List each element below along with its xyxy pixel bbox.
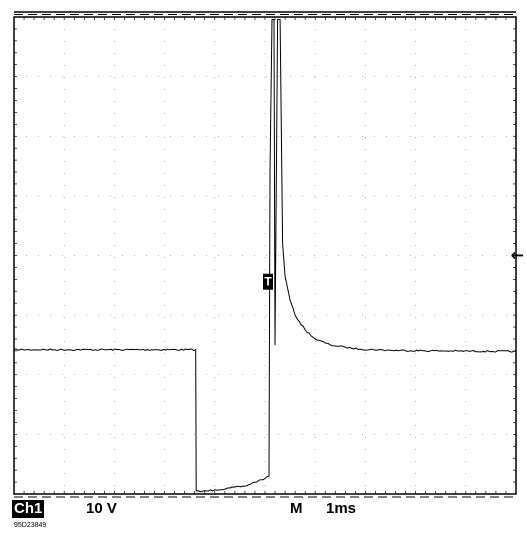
time-per-div-readout: 1ms: [326, 500, 357, 517]
plot-border: [13, 16, 517, 495]
screen-frame: [13, 11, 517, 498]
trigger-marker: T: [263, 273, 274, 290]
figure-id: 95D23849: [14, 522, 47, 529]
graticule: [14, 17, 516, 494]
ground-level-arrow-icon: ←: [511, 246, 524, 265]
waveform-trace: [13, 18, 517, 493]
trigger-marker-label: T: [264, 275, 272, 289]
volts-per-div-readout: 10 V: [86, 500, 117, 517]
channel-label: Ch1: [12, 500, 45, 518]
timebase-mode-label: M: [290, 500, 303, 517]
trigger-marker-box: [263, 273, 274, 290]
